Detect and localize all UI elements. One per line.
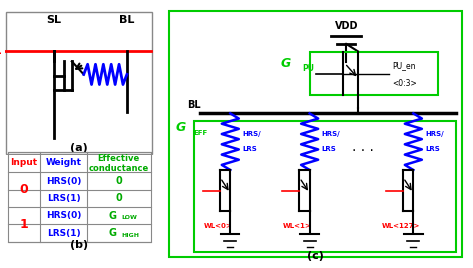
Text: BL: BL [119, 15, 135, 25]
Text: PU_en: PU_en [392, 61, 415, 70]
Text: (b): (b) [70, 240, 88, 250]
Text: G: G [109, 228, 117, 238]
Text: WL<1>: WL<1> [283, 223, 312, 229]
Text: WL: WL [0, 46, 2, 56]
Text: VDD: VDD [334, 21, 358, 31]
Text: G: G [280, 57, 290, 70]
Text: HIGH: HIGH [122, 233, 140, 238]
Text: . . .: . . . [352, 140, 374, 154]
Text: LRS: LRS [322, 146, 337, 152]
Text: SL: SL [46, 15, 61, 25]
Text: 0: 0 [20, 183, 28, 196]
Text: LRS: LRS [426, 146, 440, 152]
Text: HRS/: HRS/ [426, 131, 444, 137]
Text: HRS/: HRS/ [322, 131, 341, 137]
Text: LRS(1): LRS(1) [47, 229, 80, 237]
Text: LOW: LOW [121, 215, 137, 220]
Text: 1: 1 [20, 218, 28, 231]
Text: Weight: Weight [45, 158, 81, 167]
Text: HRS(0): HRS(0) [46, 177, 81, 186]
Text: WL<0>: WL<0> [204, 223, 232, 229]
Text: Effective: Effective [97, 154, 140, 163]
Text: Input: Input [10, 158, 38, 167]
Text: (c): (c) [307, 251, 324, 261]
Text: conductance: conductance [88, 164, 149, 173]
Text: 0: 0 [115, 176, 122, 186]
Text: (a): (a) [70, 143, 88, 152]
Text: G: G [109, 211, 117, 221]
Text: 0: 0 [115, 193, 122, 203]
Text: PU: PU [302, 64, 314, 73]
Text: LRS(1): LRS(1) [47, 194, 80, 203]
Text: HRS/: HRS/ [243, 131, 261, 137]
Text: HRS(0): HRS(0) [46, 211, 81, 220]
Text: EFF: EFF [193, 130, 208, 136]
Text: BL: BL [188, 99, 201, 110]
Text: <0:3>: <0:3> [392, 79, 417, 88]
Text: LRS: LRS [243, 146, 257, 152]
Text: G: G [175, 121, 185, 134]
Text: WL<127>: WL<127> [382, 223, 420, 229]
